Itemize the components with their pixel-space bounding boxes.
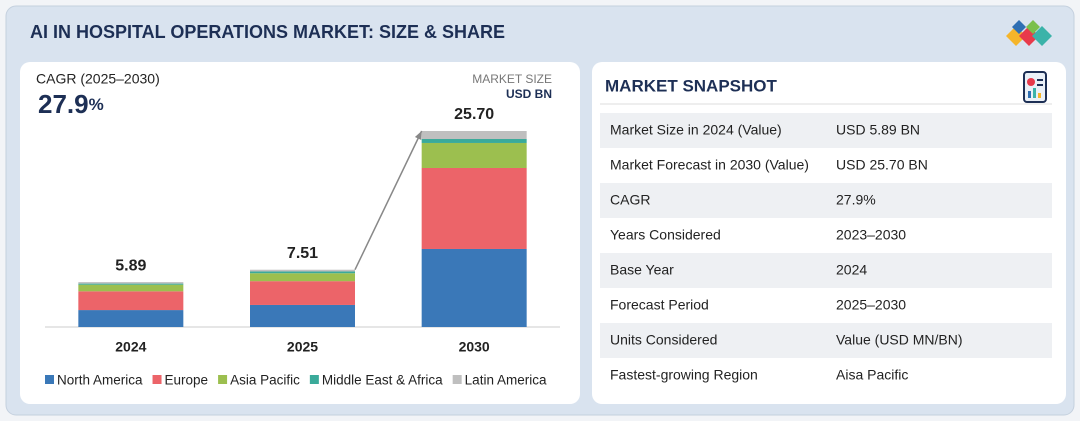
x-tick-label: 2030 [459, 339, 490, 355]
snapshot-icon [1023, 71, 1047, 103]
logo [1006, 20, 1052, 46]
cagr-value: 27.9% [38, 89, 104, 119]
legend-swatch [218, 375, 228, 384]
table-row-bg [600, 183, 1052, 218]
legend-swatch [45, 375, 54, 384]
total-label: 7.51 [287, 245, 318, 262]
legend-swatch [152, 375, 162, 384]
table-key: Market Forecast in 2030 (Value) [610, 157, 809, 173]
bar-segment [250, 281, 355, 305]
table-value: 2025–2030 [836, 297, 906, 313]
legend-swatch [309, 375, 319, 384]
bar-segment [421, 142, 527, 168]
legend-label: Middle East & Africa [322, 373, 443, 388]
table-value: Aisa Pacific [836, 367, 908, 383]
table-key: Years Considered [610, 227, 721, 243]
table-row-bg [600, 253, 1052, 288]
table-key: Forecast Period [610, 297, 709, 313]
total-label: 25.70 [454, 106, 494, 123]
bar-segment [78, 282, 184, 284]
table-row-bg [600, 113, 1052, 148]
table-key: Fastest-growing Region [610, 367, 758, 383]
table-value: 2024 [836, 262, 867, 278]
bar-segment [250, 269, 355, 272]
bar-segment [78, 284, 184, 292]
bar-segment [250, 273, 355, 282]
table-key: Market Size in 2024 (Value) [610, 122, 782, 138]
legend-label: North America [57, 373, 143, 388]
bar-segment [250, 304, 355, 327]
table-key: Units Considered [610, 332, 717, 348]
cagr-label: CAGR (2025–2030) [36, 71, 160, 87]
table-value: 27.9% [836, 192, 876, 208]
x-tick-label: 2025 [287, 339, 318, 355]
snapshot-title: MARKET SNAPSHOT [605, 76, 778, 95]
table-key: CAGR [610, 192, 650, 208]
legend-label: Europe [165, 373, 209, 388]
growth-arrowhead [414, 131, 422, 140]
cagr-number: 27.9 [38, 89, 89, 119]
x-tick-label: 2024 [115, 339, 146, 355]
table-value: USD 5.89 BN [836, 122, 920, 138]
legend-label: Asia Pacific [230, 373, 300, 388]
legend-swatch [452, 375, 462, 384]
table-value: USD 25.70 BN [836, 157, 928, 173]
table-key: Base Year [610, 262, 674, 278]
bar-segment [421, 139, 527, 143]
table-row-bg [600, 323, 1052, 358]
chart: 5.89 2024 7.51 2025 25.70 2030 North America Eu… [45, 106, 547, 388]
bar-segment [421, 248, 527, 327]
cagr-unit: % [89, 95, 104, 114]
bar-segment [78, 310, 184, 327]
bar-segment [421, 131, 527, 140]
total-label: 5.89 [115, 257, 146, 274]
bar-segment [78, 283, 184, 285]
bar-segment [250, 271, 355, 274]
page-title: AI IN HOSPITAL OPERATIONS MARKET: SIZE &… [30, 22, 505, 42]
bar-segment [78, 291, 184, 311]
legend-label: Latin America [465, 373, 547, 388]
table-value: 2023–2030 [836, 227, 906, 243]
table-value: Value (USD MN/BN) [836, 332, 963, 348]
growth-arrow [354, 130, 423, 271]
market-size-unit: USD BN [506, 87, 552, 101]
bar-segment [421, 167, 527, 249]
snapshot-table: Market Size in 2024 (Value) USD 5.89 BN Ma… [600, 113, 1052, 383]
market-size-label: MARKET SIZE [472, 72, 552, 86]
